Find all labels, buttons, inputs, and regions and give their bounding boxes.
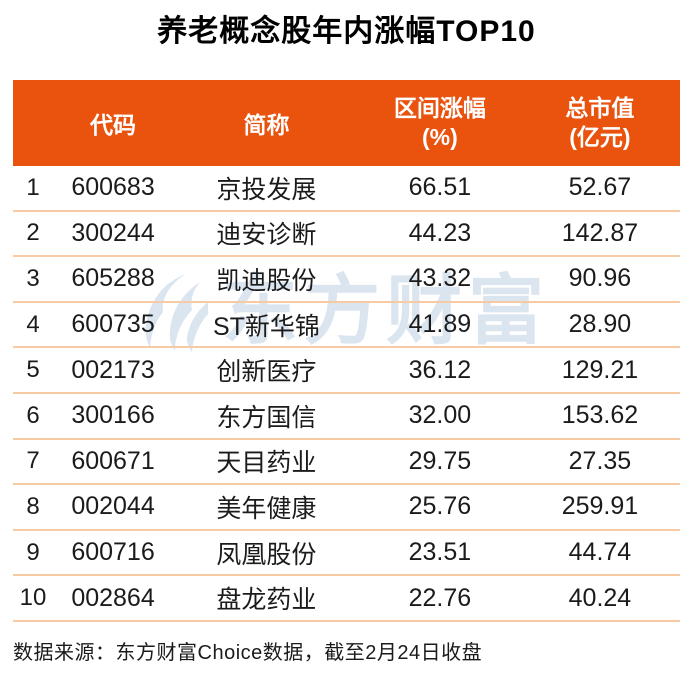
table-row: 9 600716 凤凰股份 23.51 44.74 — [13, 531, 680, 577]
cell-market-cap: 40.24 — [568, 583, 632, 612]
cell-range-gain-pct: 22.76 — [408, 583, 472, 612]
table-row: 4 600735 ST新华锦 41.89 28.90 — [13, 303, 680, 349]
cell-stock-code: 605288 — [71, 264, 155, 293]
cell-market-cap: 28.90 — [568, 310, 632, 339]
cell-rank: 6 — [26, 401, 40, 429]
cell-stock-name: 东方国信 — [216, 403, 317, 432]
cell-stock-name: ST新华锦 — [212, 312, 320, 341]
cell-rank: 3 — [26, 264, 40, 292]
table-row: 8 002044 美年健康 25.76 259.91 — [13, 485, 680, 531]
cell-stock-name: 创新医疗 — [216, 358, 317, 387]
cell-stock-code: 300166 — [71, 401, 155, 430]
table-row: 10 002864 盘龙药业 22.76 40.24 — [13, 576, 680, 622]
top10-table: 代码 简称 区间涨幅 (%) 总市值 (亿元) 1 600683 京投发展 66… — [13, 80, 680, 622]
table-row: 1 600683 京投发展 66.51 52.67 — [13, 166, 680, 212]
page-title: 养老概念股年内涨幅TOP10 — [157, 15, 536, 48]
cell-market-cap: 153.62 — [561, 401, 639, 430]
cell-stock-name: 美年健康 — [216, 494, 317, 523]
header-cell-pct-line2: (%) — [421, 124, 458, 150]
cell-stock-code: 300244 — [71, 218, 155, 247]
infographic-page: 养老概念股年内涨幅TOP10 东方财富 代码 简称 区间涨幅 (%) 总市值 (… — [0, 14, 693, 682]
cell-stock-code: 600671 — [71, 446, 155, 475]
cell-rank: 8 — [26, 492, 40, 520]
header-cell-cap-line2: (亿元) — [569, 124, 631, 150]
table-row: 7 600671 天目药业 29.75 27.35 — [13, 440, 680, 486]
cell-market-cap: 129.21 — [561, 355, 639, 384]
cell-stock-name: 盘龙药业 — [216, 586, 317, 615]
cell-market-cap: 90.96 — [568, 264, 632, 293]
cell-stock-code: 002173 — [71, 355, 155, 384]
data-source-note: 数据来源：东方财富Choice数据，截至2月24日收盘 — [13, 642, 483, 664]
cell-market-cap: 52.67 — [568, 173, 632, 202]
cell-stock-code: 600735 — [71, 310, 155, 339]
cell-range-gain-pct: 36.12 — [408, 355, 472, 384]
header-cell-pct-line1: 区间涨幅 — [393, 95, 486, 121]
cell-range-gain-pct: 66.51 — [408, 173, 472, 202]
cell-rank: 7 — [26, 447, 40, 475]
header-cell-name: 简称 — [243, 112, 290, 138]
table-row: 6 300166 东方国信 32.00 153.62 — [13, 394, 680, 440]
cell-range-gain-pct: 25.76 — [408, 492, 472, 521]
cell-stock-code: 600683 — [71, 173, 155, 202]
cell-rank: 1 — [26, 173, 40, 201]
cell-stock-code: 002864 — [71, 583, 155, 612]
cell-stock-code: 600716 — [71, 538, 155, 567]
cell-range-gain-pct: 41.89 — [408, 310, 472, 339]
cell-stock-name: 京投发展 — [216, 175, 317, 204]
table-row: 3 605288 凯迪股份 43.32 90.96 — [13, 257, 680, 303]
cell-rank: 10 — [19, 584, 47, 612]
cell-market-cap: 44.74 — [568, 538, 632, 567]
cell-market-cap: 27.35 — [568, 446, 632, 475]
table-body: 1 600683 京投发展 66.51 52.67 2 300244 迪安诊断 … — [13, 166, 680, 622]
table-row: 5 002173 创新医疗 36.12 129.21 — [13, 348, 680, 394]
header-cell-cap: 总市值 (亿元) — [520, 94, 680, 152]
cell-market-cap: 142.87 — [561, 218, 639, 247]
cell-range-gain-pct: 29.75 — [408, 446, 472, 475]
cell-range-gain-pct: 43.32 — [408, 264, 472, 293]
cell-rank: 5 — [26, 356, 40, 384]
cell-stock-name: 天目药业 — [216, 449, 317, 478]
cell-range-gain-pct: 32.00 — [408, 401, 472, 430]
cell-rank: 9 — [26, 538, 40, 566]
cell-range-gain-pct: 23.51 — [408, 538, 472, 567]
cell-rank: 2 — [26, 219, 40, 247]
cell-stock-code: 002044 — [71, 492, 155, 521]
header-cell-code: 代码 — [90, 112, 137, 138]
cell-stock-name: 凯迪股份 — [216, 266, 317, 295]
cell-stock-name: 迪安诊断 — [216, 221, 317, 250]
header-cell-cap-line1: 总市值 — [565, 95, 635, 121]
cell-range-gain-pct: 44.23 — [408, 218, 472, 247]
table-header-row: 代码 简称 区间涨幅 (%) 总市值 (亿元) — [13, 80, 680, 166]
header-cell-pct: 区间涨幅 (%) — [360, 94, 520, 152]
cell-stock-name: 凤凰股份 — [216, 540, 317, 569]
cell-market-cap: 259.91 — [561, 492, 639, 521]
table-row: 2 300244 迪安诊断 44.23 142.87 — [13, 212, 680, 258]
cell-rank: 4 — [26, 310, 40, 338]
